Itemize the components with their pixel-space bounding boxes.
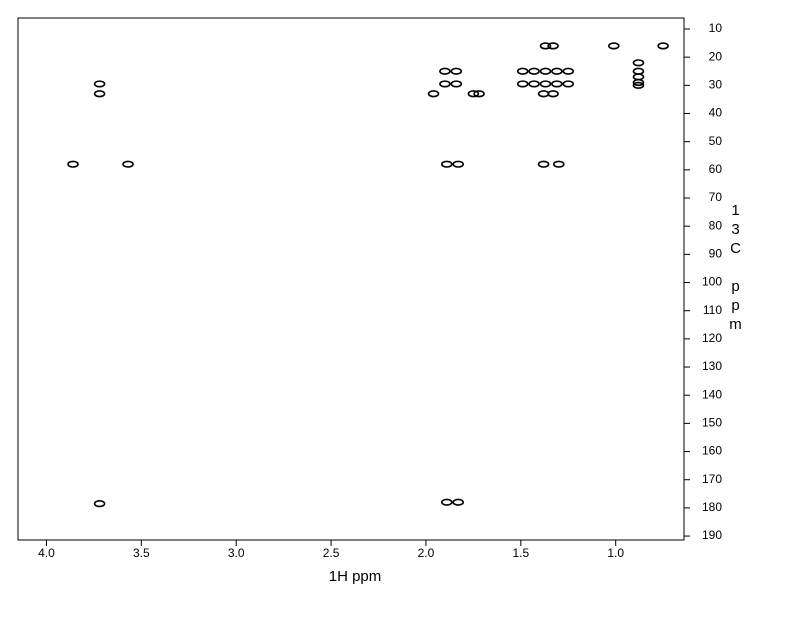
y-tick-label: 60 [709,162,723,176]
x-tick-label: 1.0 [607,546,624,560]
peak [539,80,552,88]
peak [441,498,453,506]
peak [539,67,552,75]
y-axis-label: 13C ppm [727,202,744,335]
peak [539,42,552,50]
peak [537,90,550,98]
peak [439,80,451,88]
y-tick-label: 10 [709,21,723,35]
peak [516,80,529,88]
peak [93,90,106,98]
x-tick-label: 2.0 [418,546,435,560]
peak [93,500,106,508]
x-tick-label: 2.5 [323,546,340,560]
y-tick-label: 80 [709,218,723,232]
y-tick-label: 110 [703,303,722,317]
peak [562,67,575,75]
peak [450,67,463,75]
y-tick-label: 100 [702,275,722,289]
y-tick-label: 90 [709,247,723,261]
y-tick-label: 120 [702,331,722,345]
y-tick-label: 20 [709,49,723,63]
y-tick-label: 190 [702,528,722,542]
peak [516,67,529,75]
peak [632,67,645,75]
y-tick-label: 30 [709,77,723,91]
peak [632,81,645,89]
peak [93,80,106,88]
y-tick-label: 70 [709,190,723,204]
y-tick-label: 160 [702,444,722,458]
peak [467,90,480,98]
peak [632,73,645,81]
x-tick-label: 3.0 [228,546,245,560]
peak [439,67,451,75]
y-tick-label: 50 [709,134,723,148]
peak [537,160,550,168]
peak [528,80,540,88]
peak [632,59,645,67]
y-tick-label: 40 [709,106,723,120]
peak [551,67,563,75]
peak [450,80,463,88]
y-tick-label: 180 [702,500,722,514]
y-tick-label: 130 [702,359,722,373]
peak [657,42,669,50]
y-tick-label: 140 [702,387,722,401]
peak [427,90,440,98]
peak [452,160,465,168]
x-tick-label: 3.5 [133,546,150,560]
peak [528,67,540,75]
peak [441,160,453,168]
peak [632,78,645,87]
peak [551,80,563,88]
peak [547,42,559,50]
plot-frame [17,17,685,541]
x-tick-label: 1.5 [512,546,529,560]
peak [122,160,134,168]
peak [473,90,485,98]
peak [452,498,465,506]
y-tick-label: 170 [702,472,722,486]
x-tick-label: 4.0 [38,546,55,560]
peak [67,160,79,168]
y-tick-label: 150 [702,416,722,430]
peak [607,42,620,50]
peak [552,160,565,168]
peak [562,80,575,88]
peak [547,90,559,98]
x-axis-label: 1H ppm [329,568,382,585]
